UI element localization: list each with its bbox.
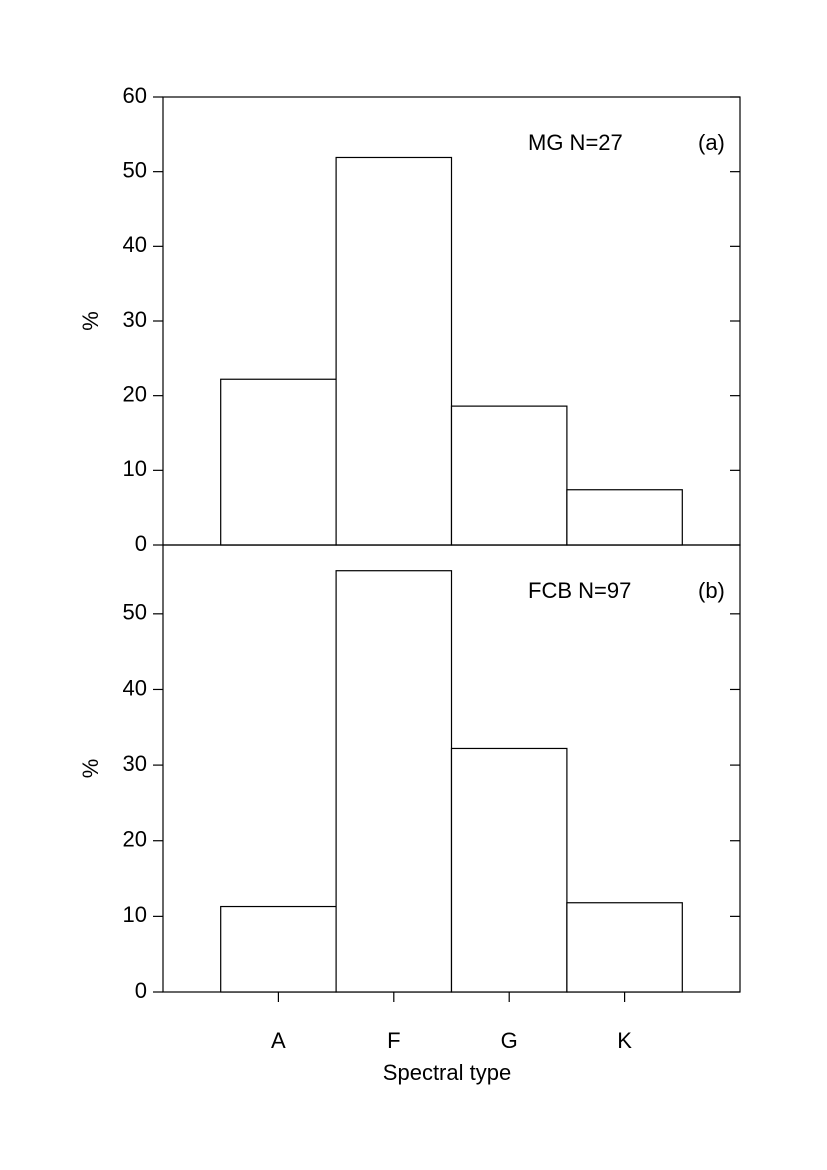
y-tick-label: 40 <box>123 232 147 257</box>
x-tick-label: K <box>617 1028 632 1053</box>
y-tick-label: 30 <box>123 307 147 332</box>
x-tick-label: A <box>271 1028 286 1053</box>
y-tick-label: 60 <box>123 83 147 108</box>
bar <box>566 902 683 993</box>
y-tick-label: 0 <box>135 531 147 556</box>
y-tick-label: 40 <box>123 675 147 700</box>
y-tick-label: 0 <box>135 978 147 1003</box>
y-tick-label: 30 <box>123 751 147 776</box>
y-axis-label: % <box>78 311 103 331</box>
x-tick-label: G <box>501 1028 518 1053</box>
x-axis-label: Spectral type <box>383 1060 511 1085</box>
x-tick-label: F <box>387 1028 400 1053</box>
y-axis-label: % <box>78 759 103 779</box>
bar <box>220 905 337 993</box>
bar <box>335 570 453 993</box>
y-tick-label: 50 <box>123 157 147 182</box>
bar <box>450 405 568 546</box>
bar <box>335 156 453 546</box>
y-tick-label: 20 <box>123 827 147 852</box>
bar <box>220 378 337 546</box>
annotation: FCB N=97 <box>528 578 631 603</box>
annotation: MG N=27 <box>528 130 623 155</box>
y-tick-label: 10 <box>123 902 147 927</box>
bar <box>566 489 683 546</box>
panel-label: (b) <box>698 578 725 603</box>
panel-label: (a) <box>698 130 725 155</box>
bar <box>450 747 568 993</box>
y-tick-label: 50 <box>123 600 147 625</box>
y-tick-label: 20 <box>123 381 147 406</box>
y-tick-label: 10 <box>123 456 147 481</box>
